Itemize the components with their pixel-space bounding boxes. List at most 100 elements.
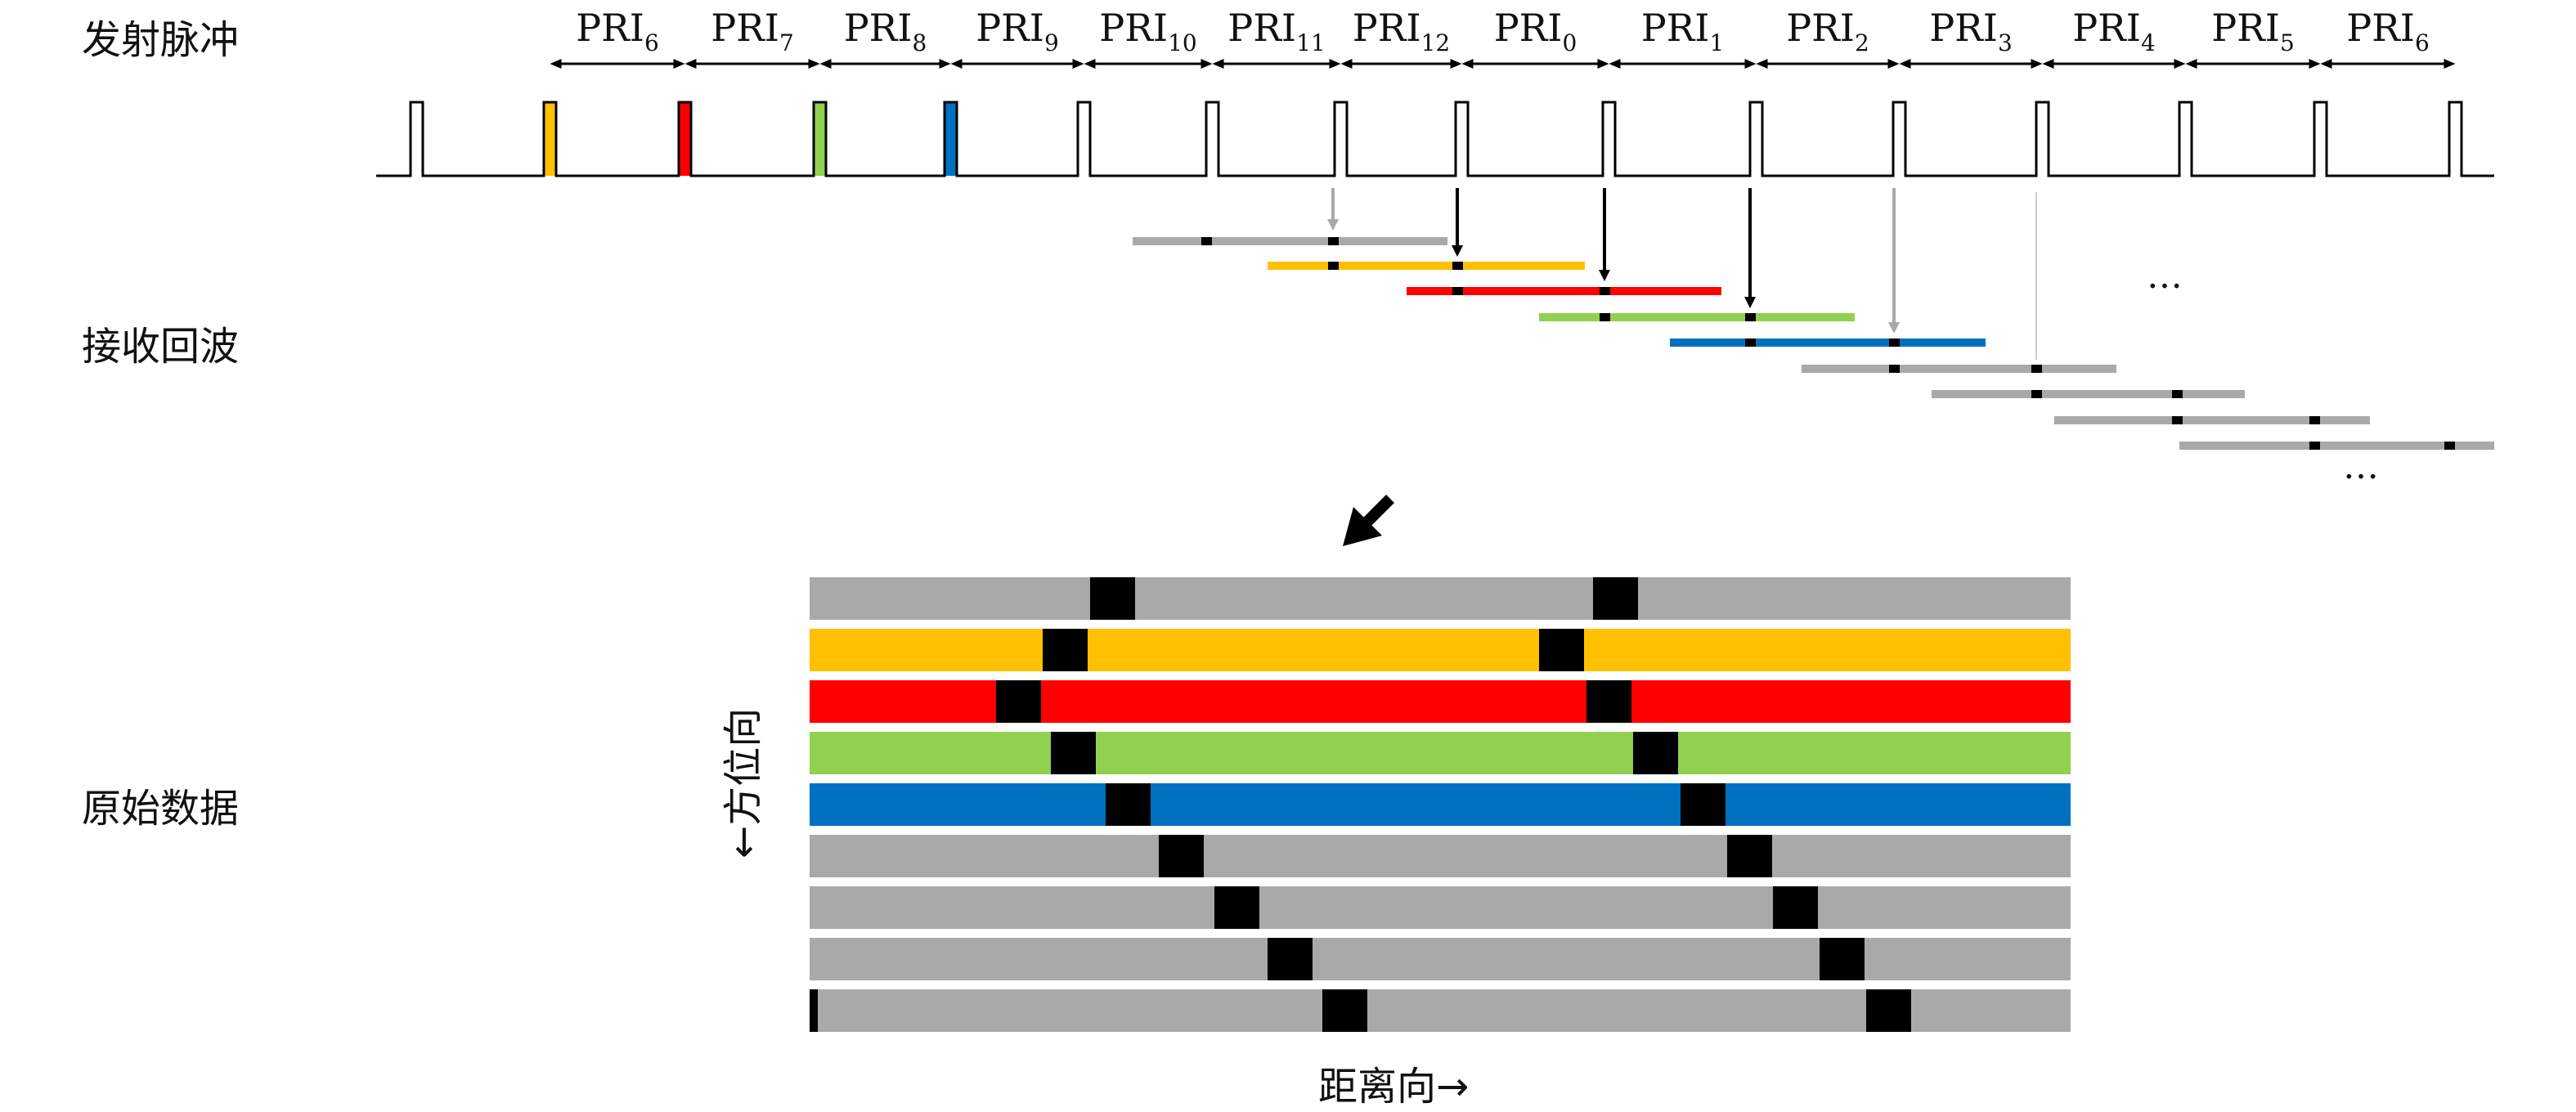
echo-marker xyxy=(2031,390,2042,398)
pri-label: PRI8 xyxy=(844,6,927,56)
raw-data-marker xyxy=(1090,577,1135,620)
arrow-down-icon xyxy=(1327,219,1339,231)
raw-data-row xyxy=(810,577,2071,620)
arrow-head-icon xyxy=(1899,59,1911,69)
arrow-head-icon xyxy=(1212,59,1224,69)
pri-label: PRI6 xyxy=(2346,6,2430,56)
raw-data-row xyxy=(810,886,2071,929)
raw-data-marker xyxy=(1586,680,1631,723)
echo-line xyxy=(2179,442,2494,450)
arrow-down-icon xyxy=(1888,322,1900,334)
arrow-down-icon xyxy=(1452,245,1463,257)
raw-data-marker xyxy=(1159,835,1204,877)
pri-label: PRI1 xyxy=(1641,6,1725,56)
arrow-head-icon xyxy=(684,59,697,69)
arrow-head-icon xyxy=(1072,59,1084,69)
arrow-head-icon xyxy=(819,59,832,69)
echo-line xyxy=(1407,287,1721,295)
echo-marker xyxy=(1201,237,1212,245)
raw-data-marker xyxy=(1633,732,1678,774)
echo-marker xyxy=(1889,365,1900,373)
echo-marker xyxy=(1889,339,1900,347)
arrow-head-icon xyxy=(1084,59,1096,69)
arrow-down-icon xyxy=(1744,297,1756,308)
raw-data-marker xyxy=(1214,886,1259,929)
pri-label: PRI7 xyxy=(711,6,794,56)
echo-marker xyxy=(2309,416,2320,424)
raw-data-marker xyxy=(1322,989,1367,1032)
echo-ellipsis-upper: … xyxy=(2147,255,2183,297)
echo-marker xyxy=(2309,442,2320,450)
raw-data-marker xyxy=(1593,577,1638,620)
arrow-head-icon xyxy=(2031,59,2043,69)
transmit-pulse-label: 发射脉冲 xyxy=(82,17,239,63)
echo-marker xyxy=(1745,339,1756,347)
raw-data-row xyxy=(810,629,2071,671)
colored-pulse-yellow xyxy=(545,103,555,176)
arrow-head-icon xyxy=(1744,59,1757,69)
raw-data-marker xyxy=(1727,835,1772,877)
azimuth-axis-label: ←方位向 xyxy=(720,708,766,859)
pri-labels: PRI6 PRI7 PRI8 PRI9 PRI10 PRI11 PRI12 PRI0 PRI1 P… xyxy=(576,6,2430,56)
arrow-head-icon xyxy=(1329,59,1341,69)
pri-label: PRI2 xyxy=(1786,6,1869,56)
pri-label: PRI4 xyxy=(2072,6,2156,56)
echo-line xyxy=(1670,339,1986,347)
raw-data-row xyxy=(810,989,2071,1032)
raw-data-marker xyxy=(1106,783,1151,826)
raw-data-matrix xyxy=(810,577,2071,1032)
colored-pulse-red xyxy=(680,103,690,176)
raw-data-marker xyxy=(1773,886,1818,929)
echo-marker xyxy=(1745,313,1756,321)
pri-label: PRI5 xyxy=(2211,6,2295,56)
echo-marker xyxy=(1452,287,1463,295)
arrow-head-icon xyxy=(808,59,820,69)
pri-label: PRI3 xyxy=(1929,6,2013,56)
echo-line xyxy=(1268,262,1585,270)
pri-interval-arrows xyxy=(550,59,2456,69)
echo-marker xyxy=(2172,416,2183,424)
echo-marker xyxy=(2172,390,2183,398)
raw-data-marker xyxy=(1051,732,1096,774)
arrow-head-icon xyxy=(2185,59,2197,69)
arrow-head-icon xyxy=(2042,59,2054,69)
arrow-head-icon xyxy=(1887,59,1900,69)
transform-arrow-icon xyxy=(1343,495,1394,546)
echo-line xyxy=(1133,237,1447,245)
echo-marker xyxy=(1328,237,1339,245)
pulse-baseline xyxy=(376,101,2494,177)
raw-data-marker xyxy=(1539,629,1584,671)
pri-label: PRI9 xyxy=(976,6,1059,56)
pri-label: PRI0 xyxy=(1494,6,1577,56)
echo-arrows xyxy=(1327,188,2037,360)
arrow-head-icon xyxy=(550,59,562,69)
arrow-head-icon xyxy=(1609,59,1621,69)
pri-label: PRI10 xyxy=(1099,6,1196,56)
echo-marker xyxy=(2444,442,2455,450)
arrow-head-icon xyxy=(950,59,963,69)
echo-line xyxy=(2054,416,2370,424)
transmit-pulse-train xyxy=(376,101,2494,177)
echo-line xyxy=(1539,313,1855,321)
echo-line xyxy=(1932,390,2245,398)
raw-data-marker xyxy=(1820,938,1865,980)
arrow-head-icon xyxy=(1450,59,1462,69)
raw-data-marker xyxy=(996,680,1041,723)
colored-pulse-green xyxy=(815,103,825,176)
pri-label: PRI12 xyxy=(1353,6,1450,56)
raw-data-marker xyxy=(1268,938,1313,980)
raw-data-edge-marker xyxy=(810,989,818,1032)
echo-marker xyxy=(1452,262,1463,270)
raw-data-row xyxy=(810,783,2071,826)
echo-marker xyxy=(1600,313,1610,321)
raw-data-row xyxy=(810,732,2071,774)
raw-data-marker xyxy=(1681,783,1726,826)
pri-label: PRI11 xyxy=(1227,6,1325,56)
arrow-down-icon xyxy=(1599,270,1610,281)
arrow-head-icon xyxy=(2174,59,2186,69)
arrow-head-icon xyxy=(1597,59,1609,69)
echo-marker xyxy=(1600,287,1610,295)
range-axis-label: 距离向→ xyxy=(1318,1064,1469,1110)
arrow-head-icon xyxy=(939,59,951,69)
